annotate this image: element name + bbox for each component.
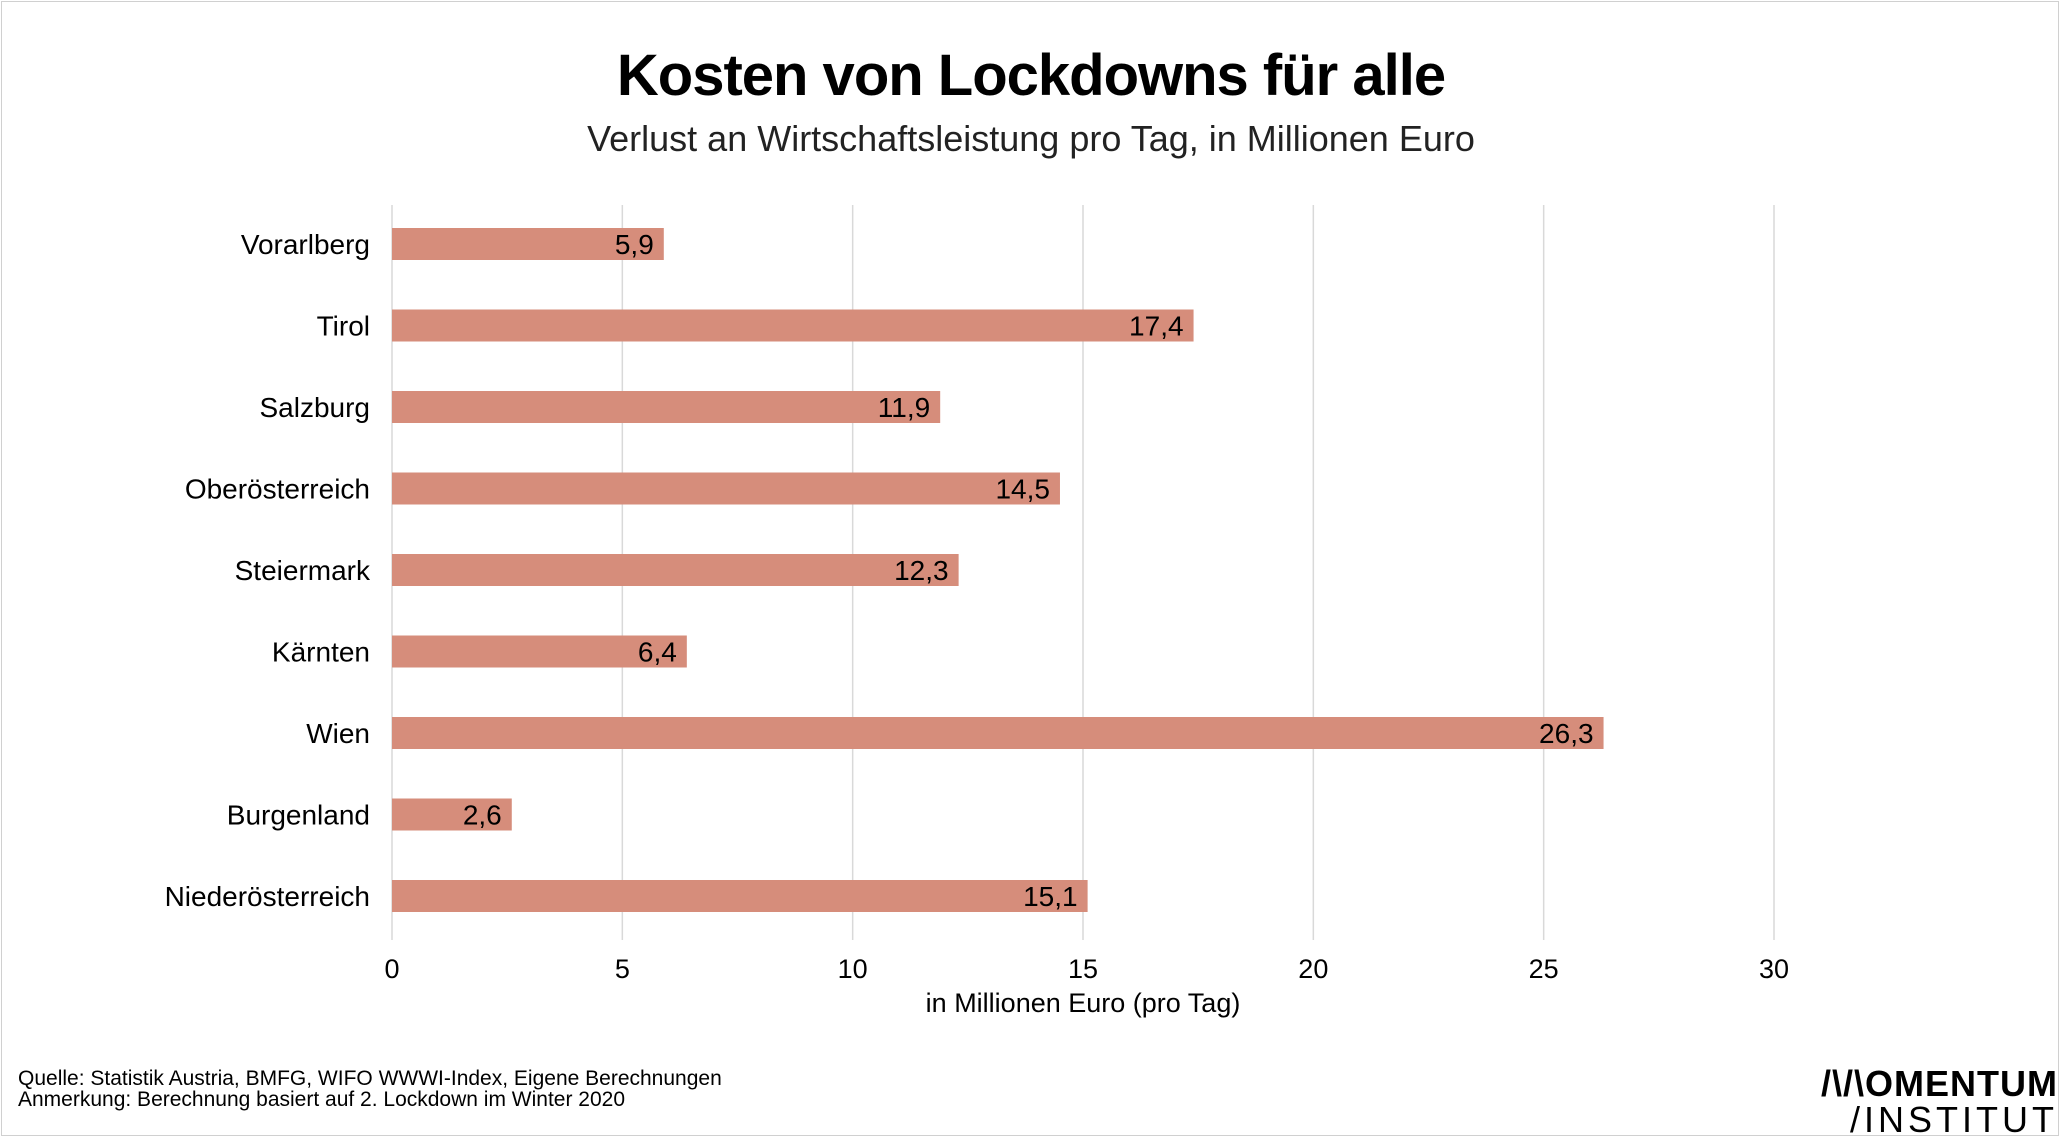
bar (392, 472, 1060, 505)
data-label: 17,4 (1129, 311, 1184, 342)
x-tick-label: 30 (1759, 954, 1789, 984)
data-label: 6,4 (638, 637, 677, 668)
x-tick-label: 15 (1068, 954, 1098, 984)
bar (392, 228, 664, 260)
x-tick-label: 5 (615, 954, 630, 984)
category-label: Oberösterreich (185, 474, 370, 505)
bar-chart: 0 5 10 15 20 25 30 Vorarlberg 5,9 Tirol 17,4 Salzbu… (165, 205, 1789, 1018)
bar (392, 309, 1194, 342)
category-label: Burgenland (227, 800, 370, 831)
logo-line-1: /\/\OMENTUM (1821, 1063, 2058, 1104)
bar (392, 717, 1604, 749)
bar (392, 880, 1088, 912)
data-label: 12,3 (894, 555, 949, 586)
logo-line-2: /INSTITUT (1850, 1099, 2058, 1140)
category-label: Salzburg (259, 392, 370, 423)
source-note: Quelle: Statistik Austria, BMFG, WIFO WW… (18, 1067, 722, 1090)
category-label: Tirol (317, 311, 370, 342)
bar (392, 554, 959, 586)
x-tick-label: 10 (838, 954, 868, 984)
data-label: 14,5 (995, 474, 1050, 505)
footer: Quelle: Statistik Austria, BMFG, WIFO WW… (18, 1068, 722, 1110)
bar (392, 635, 687, 668)
x-tick-label: 25 (1529, 954, 1559, 984)
data-label: 26,3 (1539, 718, 1594, 749)
data-label: 2,6 (463, 800, 502, 831)
data-label: 5,9 (615, 229, 654, 260)
category-label: Vorarlberg (241, 229, 370, 260)
x-tick-label: 0 (384, 954, 399, 984)
bar (392, 391, 941, 423)
x-axis-title: in Millionen Euro (pro Tag) (926, 988, 1241, 1018)
annotation-note: Anmerkung: Berechnung basiert auf 2. Loc… (18, 1088, 626, 1111)
chart-subtitle: Verlust an Wirtschaftsleistung pro Tag, … (587, 118, 1475, 159)
data-label: 15,1 (1023, 881, 1078, 912)
momentum-institut-logo: /\/\OMENTUM /INSTITUT (1821, 1066, 2058, 1138)
x-tick-label: 20 (1298, 954, 1328, 984)
bar (392, 798, 512, 831)
category-label: Kärnten (272, 637, 370, 668)
data-label: 11,9 (878, 392, 930, 423)
chart-title: Kosten von Lockdowns für alle (616, 43, 1446, 108)
category-label: Steiermark (235, 555, 371, 586)
category-label: Wien (306, 718, 370, 749)
category-label: Niederösterreich (165, 881, 370, 912)
